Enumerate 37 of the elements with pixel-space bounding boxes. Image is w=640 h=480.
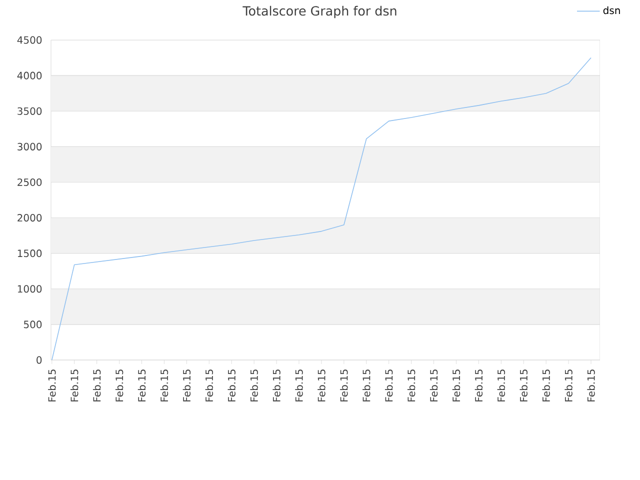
x-tick-label: Feb.15 [542,370,550,402]
x-tick-label: Feb.15 [362,370,370,402]
legend-label: dsn [603,6,620,14]
x-tick-label: Feb.15 [115,370,124,402]
y-tick-label: 1500 [18,250,42,258]
x-tick-label: Feb.15 [520,370,528,402]
x-tick-label: Feb.15 [228,370,236,402]
x-tick-label: Feb.15 [474,370,483,402]
x-tick-label: Feb.15 [205,370,214,402]
y-tick-label: 0 [36,356,42,364]
y-tick-label: 3000 [18,142,42,150]
y-tick-label: 500 [24,320,42,328]
x-tick-label: Feb.15 [295,370,303,402]
x-tick-label: Feb.15 [587,370,595,402]
x-tick-label: Feb.15 [250,370,258,402]
x-tick-label: Feb.15 [340,370,348,402]
y-tick-label: 4500 [17,36,42,44]
x-tick-label: Feb.15 [92,370,101,402]
x-tick-label: Feb.15 [48,370,56,402]
y-tick-label: 1000 [18,285,42,293]
x-tick-label: Feb.15 [430,370,438,402]
y-tick-label: 2500 [18,178,42,186]
x-tick-label: Feb.15 [272,370,280,402]
x-tick-label: Feb.15 [497,370,506,402]
x-tick-label: Feb.15 [182,370,191,402]
x-tick-label: Feb.15 [138,370,146,402]
x-tick-label: Feb.15 [407,370,416,402]
x-tick-label: Feb.15 [318,370,326,402]
y-tick-label: 3500 [18,107,42,115]
x-tick-label: Feb.15 [70,370,78,402]
x-tick-label: Feb.15 [384,370,393,402]
x-tick-label: Feb.15 [452,370,460,402]
y-tick-label: 4000 [17,72,42,80]
y-tick-label: 2000 [18,214,42,222]
chart-title: Totalscore Graph for dsn [242,6,396,18]
x-tick-label: Feb.15 [564,370,572,402]
x-tick-label: Feb.15 [160,370,168,402]
